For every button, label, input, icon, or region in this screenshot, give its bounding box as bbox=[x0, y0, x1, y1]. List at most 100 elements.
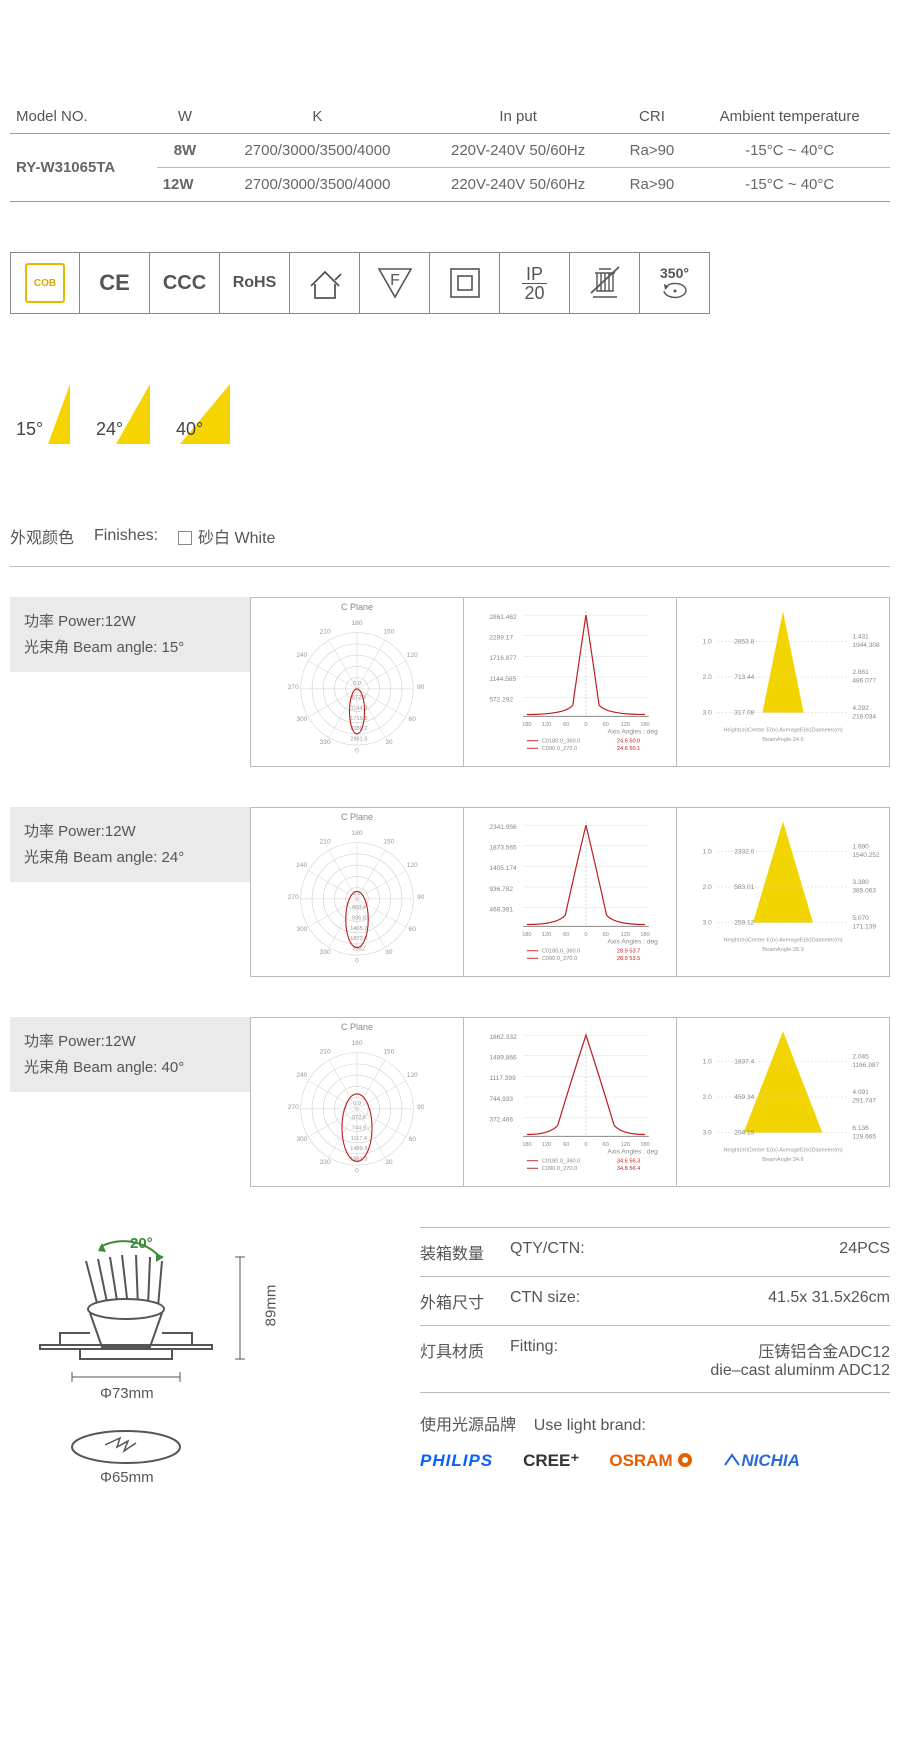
height-label: 89mm bbox=[262, 1285, 279, 1327]
cell-k: 2700/3000/3500/4000 bbox=[213, 168, 421, 202]
separator bbox=[10, 566, 890, 567]
finishes-label-cn: 外观颜色 bbox=[10, 524, 74, 548]
photo-charts: C Plane 18015012090603003303002702402105… bbox=[250, 597, 890, 767]
white-swatch-icon bbox=[178, 531, 192, 545]
svg-text:1540.252: 1540.252 bbox=[852, 852, 880, 859]
lux-cone-chart: 1.0 2332.0 1.690 1540.252 2.0 583.01 3.3… bbox=[677, 808, 889, 976]
svg-text:1405.174: 1405.174 bbox=[489, 865, 517, 872]
power-label: 功率 Power:12W bbox=[24, 1029, 236, 1055]
col-ambient: Ambient temperature bbox=[689, 100, 890, 134]
beam-angle-row: 15° 24° 40° bbox=[10, 384, 890, 444]
cell-input: 220V-240V 50/60Hz bbox=[422, 168, 615, 202]
svg-text:24.6 50.0: 24.6 50.0 bbox=[617, 739, 640, 745]
svg-text:1.690: 1.690 bbox=[852, 844, 869, 851]
photo-label: 功率 Power:12W光束角 Beam angle: 40° bbox=[10, 1017, 250, 1092]
beam-angle-label: 15° bbox=[16, 419, 43, 440]
svg-text:129.665: 129.665 bbox=[852, 1133, 876, 1140]
svg-text:936.782: 936.782 bbox=[489, 886, 513, 893]
svg-text:210: 210 bbox=[320, 839, 331, 846]
intensity-curve-chart: 2861.4622289.171716.8771144.585572.292 1… bbox=[464, 598, 677, 766]
svg-text:459.34: 459.34 bbox=[734, 1094, 754, 1101]
svg-text:1405.2: 1405.2 bbox=[350, 926, 367, 932]
svg-text:240: 240 bbox=[296, 652, 307, 659]
svg-text:468.391: 468.391 bbox=[489, 906, 513, 913]
spec-table-header-row: Model NO. W K In put CRI Ambient tempera… bbox=[10, 100, 890, 134]
svg-text:0: 0 bbox=[355, 748, 359, 755]
cell-cri: Ra>90 bbox=[615, 168, 690, 202]
svg-text:180: 180 bbox=[640, 722, 649, 728]
brand-logos: PHILIPS CREE⁺ OSRAM NICHIA bbox=[420, 1451, 890, 1471]
svg-text:0.0: 0.0 bbox=[353, 891, 361, 897]
svg-text:486.077: 486.077 bbox=[852, 678, 876, 685]
svg-text:744.933: 744.933 bbox=[489, 1096, 513, 1103]
photo-charts: C Plane 18015012090603003303002702402104… bbox=[250, 807, 890, 977]
certification-row: COB CE CCC RoHS F IP 20 350° bbox=[10, 252, 890, 314]
svg-text:330: 330 bbox=[320, 949, 331, 956]
cell-w: 8W bbox=[157, 134, 214, 168]
ccc-icon: CCC bbox=[150, 252, 220, 314]
dimensions-info-section: 20° 89mm Φ73mm Φ65mm 装箱数量 QTY/CTN: 24PCS… bbox=[10, 1227, 890, 1492]
svg-text:180: 180 bbox=[640, 1142, 649, 1148]
svg-text:150: 150 bbox=[383, 839, 394, 846]
svg-text:300: 300 bbox=[296, 716, 307, 723]
svg-text:120: 120 bbox=[621, 1142, 630, 1148]
info-cn: 装箱数量 bbox=[420, 1240, 510, 1264]
info-val: 压铸铝合金ADC12die–cast aluminm ADC12 bbox=[620, 1338, 890, 1380]
svg-text:210: 210 bbox=[320, 629, 331, 636]
svg-text:90: 90 bbox=[417, 1104, 425, 1111]
col-model: Model NO. bbox=[10, 100, 157, 134]
svg-text:60: 60 bbox=[563, 1142, 569, 1148]
beam-label: 光束角 Beam angle: 24° bbox=[24, 845, 236, 871]
svg-text:330: 330 bbox=[320, 1159, 331, 1166]
info-en: QTY/CTN: bbox=[510, 1240, 620, 1264]
brands-row: 使用光源品牌 Use light brand: bbox=[420, 1411, 890, 1435]
finish-option: 砂白 White bbox=[178, 524, 275, 548]
svg-text:317.08: 317.08 bbox=[734, 710, 754, 717]
svg-text:34.6 56.3: 34.6 56.3 bbox=[617, 1159, 640, 1165]
svg-text:1117.399: 1117.399 bbox=[489, 1075, 516, 1082]
svg-text:291.747: 291.747 bbox=[852, 1098, 876, 1105]
svg-text:204.15: 204.15 bbox=[734, 1130, 754, 1137]
svg-text:120: 120 bbox=[542, 722, 551, 728]
cell-ambient: -15°C ~ 40°C bbox=[689, 134, 890, 168]
beam-label: 光束角 Beam angle: 15° bbox=[24, 635, 236, 661]
photometric-section: 功率 Power:12W光束角 Beam angle: 15°C Plane 1… bbox=[10, 597, 890, 1187]
svg-text:270: 270 bbox=[288, 684, 299, 691]
ce-icon: CE bbox=[80, 252, 150, 314]
svg-text:30: 30 bbox=[385, 949, 393, 956]
svg-text:120: 120 bbox=[542, 932, 551, 938]
svg-text:30: 30 bbox=[385, 1159, 393, 1166]
svg-text:2.861: 2.861 bbox=[852, 669, 869, 676]
philips-logo: PHILIPS bbox=[420, 1451, 493, 1471]
svg-text:1873.565: 1873.565 bbox=[489, 845, 517, 852]
svg-text:171.139: 171.139 bbox=[852, 923, 876, 930]
info-row: 外箱尺寸 CTN size: 41.5x 31.5x26cm bbox=[420, 1277, 890, 1326]
info-en: CTN size: bbox=[510, 1289, 620, 1313]
svg-text:1862.332: 1862.332 bbox=[489, 1034, 517, 1041]
svg-text:1716.877: 1716.877 bbox=[489, 655, 517, 662]
dimension-drawing: 20° 89mm Φ73mm Φ65mm bbox=[10, 1227, 390, 1492]
svg-text:120: 120 bbox=[407, 862, 418, 869]
svg-text:468.4: 468.4 bbox=[352, 905, 366, 911]
photometric-block: 功率 Power:12W光束角 Beam angle: 15°C Plane 1… bbox=[10, 597, 890, 767]
ip-rating-icon: IP 20 bbox=[500, 252, 570, 314]
svg-text:Height(m)Center E(lx) Averag: Height(m)Center E(lx) AverageE(lx)Diamet… bbox=[723, 727, 842, 733]
svg-text:372.466: 372.466 bbox=[489, 1116, 513, 1123]
svg-text:180: 180 bbox=[640, 932, 649, 938]
svg-text:2861.462: 2861.462 bbox=[489, 614, 517, 621]
info-en: Fitting: bbox=[510, 1338, 620, 1380]
cell-input: 220V-240V 50/60Hz bbox=[422, 134, 615, 168]
polar-chart: C Plane 18015012090603003303002702402103… bbox=[251, 1018, 464, 1186]
svg-text:1166.987: 1166.987 bbox=[852, 1062, 879, 1069]
svg-text:2.0: 2.0 bbox=[703, 884, 712, 891]
class-ii-icon bbox=[430, 252, 500, 314]
info-val: 24PCS bbox=[620, 1240, 890, 1264]
f-mark-icon: F bbox=[360, 252, 430, 314]
beam-angle-label: 24° bbox=[96, 419, 123, 440]
svg-text:2332.0: 2332.0 bbox=[734, 848, 754, 855]
svg-text:0.0: 0.0 bbox=[353, 1101, 361, 1107]
svg-text:Axis Angles : deg: Axis Angles : deg bbox=[608, 1148, 659, 1155]
polar-chart: C Plane 18015012090603003303002702402105… bbox=[251, 598, 464, 766]
beam-label: 光束角 Beam angle: 40° bbox=[24, 1055, 236, 1081]
svg-text:0: 0 bbox=[355, 958, 359, 965]
